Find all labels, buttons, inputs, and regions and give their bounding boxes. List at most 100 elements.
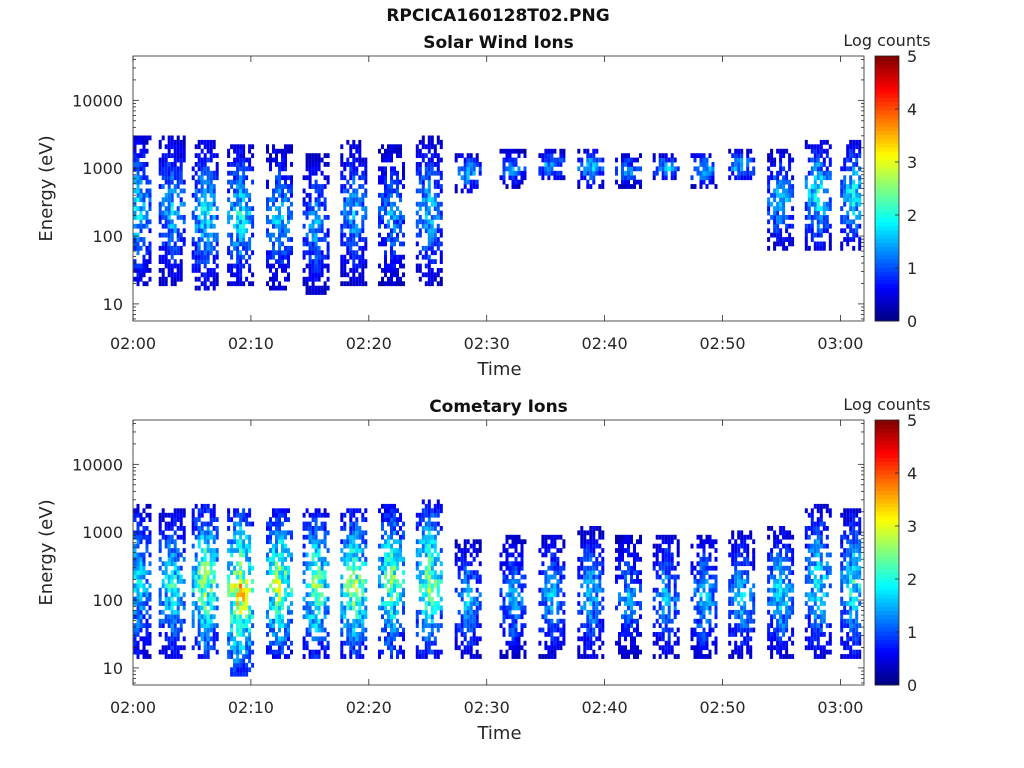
- spectrogram-cell: [393, 179, 396, 185]
- spectrogram-cell: [176, 618, 180, 624]
- spectrogram-cell: [816, 162, 820, 167]
- spectrogram-cell: [514, 175, 518, 181]
- spectrogram-cell: [418, 166, 422, 172]
- spectrogram-cell: [203, 259, 207, 265]
- spectrogram-cell: [182, 179, 186, 185]
- spectrogram-cell: [381, 201, 384, 207]
- spectrogram-cell: [472, 618, 476, 624]
- spectrogram-cell: [586, 539, 590, 545]
- spectrogram-cell: [621, 623, 624, 629]
- x-tick-label: 02:00: [110, 334, 156, 353]
- spectrogram-cell: [275, 179, 278, 185]
- spectrogram-cell: [133, 139, 137, 145]
- x-tick-label: 02:20: [346, 334, 392, 353]
- spectrogram-cell: [562, 632, 566, 637]
- spectrogram-cell: [402, 592, 405, 598]
- spectrogram-cell: [200, 166, 204, 172]
- spectrogram-cell: [145, 192, 149, 198]
- spectrogram-cell: [601, 605, 605, 611]
- spectrogram-cell: [514, 596, 518, 602]
- spectrogram-cell: [212, 636, 216, 642]
- spectrogram-cell: [197, 508, 201, 514]
- spectrogram-cell: [323, 614, 327, 620]
- spectrogram-cell: [523, 153, 527, 159]
- spectrogram-cell: [430, 250, 434, 256]
- spectrogram-cell: [782, 153, 786, 159]
- spectrogram-cell: [248, 197, 252, 203]
- spectrogram-cell: [302, 526, 306, 531]
- spectrogram-cell: [384, 223, 387, 229]
- spectrogram-cell: [767, 179, 771, 185]
- spectrogram-cell: [239, 640, 243, 646]
- spectrogram-cell: [236, 166, 240, 172]
- spectrogram-cell: [592, 157, 596, 163]
- spectrogram-cell: [433, 215, 437, 220]
- spectrogram-cell: [393, 237, 396, 242]
- spectrogram-cell: [378, 281, 381, 287]
- spectrogram-cell: [308, 565, 312, 571]
- spectrogram-cell: [415, 561, 419, 567]
- spectrogram-cell: [182, 228, 186, 234]
- spectrogram-cell: [580, 175, 584, 181]
- spectrogram-cell: [278, 223, 281, 229]
- spectrogram-cell: [577, 157, 581, 163]
- spectrogram-cell: [583, 534, 587, 540]
- spectrogram-cell: [287, 508, 290, 514]
- spectrogram-cell: [592, 565, 596, 571]
- spectrogram-cell: [206, 272, 210, 278]
- spectrogram-cell: [227, 232, 231, 238]
- spectrogram-cell: [361, 561, 365, 567]
- spectrogram-cell: [182, 579, 186, 584]
- spectrogram-cell: [511, 534, 515, 540]
- spectrogram-cell: [418, 548, 422, 553]
- spectrogram-cell: [767, 245, 771, 251]
- spectrogram-cell: [776, 201, 780, 207]
- spectrogram-cell: [424, 543, 428, 549]
- spectrogram-cell: [164, 250, 168, 256]
- spectrogram-cell: [384, 254, 387, 260]
- spectrogram-cell: [281, 601, 284, 606]
- spectrogram-cell: [340, 232, 344, 238]
- spectrogram-cell: [275, 162, 278, 167]
- spectrogram-cell: [740, 175, 744, 181]
- spectrogram-cell: [427, 197, 431, 203]
- spectrogram-cell: [430, 543, 434, 549]
- spectrogram-cell: [849, 148, 853, 154]
- spectrogram-cell: [148, 135, 152, 141]
- spectrogram-cell: [358, 574, 362, 580]
- spectrogram-cell: [822, 162, 826, 167]
- spectrogram-cell: [355, 517, 359, 523]
- spectrogram-cell: [179, 166, 183, 172]
- spectrogram-cell: [855, 201, 859, 207]
- spectrogram-cell: [427, 574, 431, 580]
- spectrogram-cell: [664, 153, 668, 159]
- spectrogram-cell: [245, 543, 249, 549]
- spectrogram-cell: [661, 157, 665, 163]
- spectrogram-cell: [203, 623, 207, 629]
- spectrogram-cell: [782, 215, 786, 220]
- spectrogram-cell: [145, 219, 149, 225]
- spectrogram-cell: [690, 184, 694, 189]
- spectrogram-cell: [358, 636, 362, 642]
- spectrogram-cell: [433, 636, 437, 642]
- spectrogram-cell: [782, 166, 786, 172]
- spectrogram-cell: [804, 215, 808, 220]
- spectrogram-cell: [266, 521, 269, 527]
- spectrogram-cell: [418, 162, 422, 167]
- spectrogram-cell: [245, 512, 249, 518]
- spectrogram-cell: [858, 166, 862, 172]
- spectrogram-cell: [352, 539, 356, 545]
- spectrogram-cell: [779, 157, 783, 163]
- spectrogram-cell: [508, 153, 512, 159]
- spectrogram-cell: [290, 556, 293, 562]
- spectrogram-cell: [206, 543, 210, 549]
- spectrogram-cell: [278, 627, 281, 633]
- spectrogram-cell: [242, 623, 246, 629]
- spectrogram-cell: [203, 618, 207, 624]
- spectrogram-cell: [314, 512, 318, 518]
- spectrogram-cell: [849, 192, 853, 198]
- spectrogram-cell: [308, 605, 312, 611]
- spectrogram-cell: [358, 583, 362, 589]
- spectrogram-cell: [402, 530, 405, 536]
- spectrogram-cell: [167, 201, 171, 207]
